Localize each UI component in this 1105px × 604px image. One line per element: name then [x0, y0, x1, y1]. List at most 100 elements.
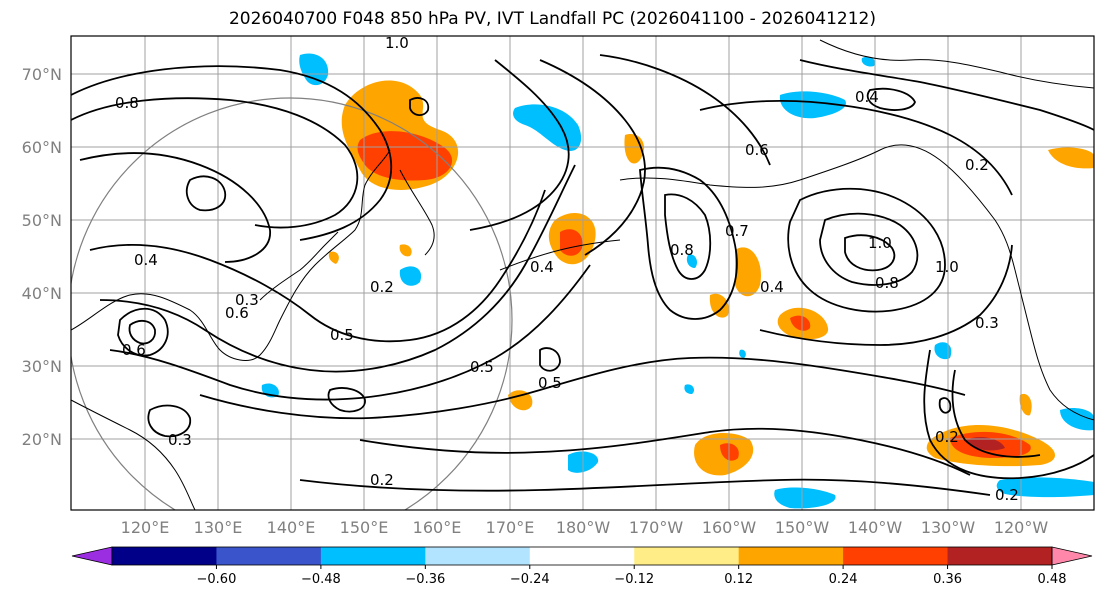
contour-line: [599, 54, 771, 166]
contour-line: [128, 319, 156, 345]
colorbar-tick-label: −0.24: [510, 572, 550, 587]
kamchatka-coastline: [399, 169, 435, 256]
colorbar-tick-label: 0.48: [1038, 572, 1067, 587]
colorbar-tick-label: 0.12: [724, 572, 753, 587]
contour-label: 0.5: [330, 326, 354, 344]
colorbar-segment: [738, 547, 844, 565]
negative-anomaly-patch: [934, 342, 952, 360]
north-america-coastline: [1014, 269, 1094, 421]
china-coastline: [71, 399, 196, 510]
contour-line: [664, 193, 712, 280]
contour-labels: 1.0 0.8 0.4 0.3 0.5 0.6 0.2 0.7 1.0 0.8 …: [115, 34, 1019, 504]
contour-label: 0.8: [115, 94, 139, 112]
lon-label: 150°W: [775, 518, 830, 537]
contour-label: 0.6: [122, 341, 146, 359]
lon-label: 140°W: [848, 518, 903, 537]
latitude-labels: 70°N 60°N 50°N 40°N 30°N 20°N: [22, 65, 62, 449]
positive-anomaly-patch: [1019, 393, 1032, 416]
coastlines: [71, 39, 1094, 510]
ivt-anomaly-shading: [261, 53, 1094, 509]
contour-label: 0.2: [995, 486, 1019, 504]
colorbar-tick-label: 0.36: [933, 572, 962, 587]
contour-label: 1.0: [935, 258, 959, 276]
negative-anomaly-patch: [861, 56, 876, 67]
lon-label: 120°W: [994, 518, 1049, 537]
colorbar-segment: [320, 547, 426, 565]
contour-label: 0.3: [975, 314, 999, 332]
contour-line: [951, 369, 1041, 458]
positive-anomaly-patch: [735, 247, 761, 297]
contour-line: [819, 212, 919, 286]
lon-label: 130°W: [921, 518, 976, 537]
negative-anomaly-patch: [299, 53, 329, 86]
longitude-labels: 120°E 130°E 140°E 150°E 160°E 170°E 180°…: [121, 518, 1049, 537]
negative-anomaly-patch: [739, 349, 746, 358]
colorbar-extension-high: [1051, 546, 1093, 566]
positive-anomaly-patch: [709, 293, 729, 318]
contour-label: 1.0: [868, 234, 892, 252]
contour-label: 0.4: [855, 88, 879, 106]
contour-label: 0.2: [965, 156, 989, 174]
contour-line: [844, 234, 896, 272]
positive-anomaly-patch: [399, 244, 412, 257]
alaska-coastline: [619, 144, 1016, 271]
negative-anomaly-patch: [684, 384, 695, 394]
colorbar-outline: [111, 546, 1053, 566]
colorbar-tick-label: −0.60: [197, 572, 237, 587]
colorbar-tick-label: −0.36: [405, 572, 445, 587]
contour-line: [109, 264, 591, 401]
lat-label: 40°N: [22, 284, 62, 303]
contour-label: 0.6: [745, 141, 769, 159]
lat-label: 20°N: [22, 430, 62, 449]
contour-line: [539, 59, 646, 256]
colorbar-segment: [634, 547, 740, 565]
colorbar-segment: [216, 547, 322, 565]
lat-label: 70°N: [22, 65, 62, 84]
contour-line: [71, 97, 359, 229]
negative-anomaly-patch: [686, 254, 698, 268]
contour-line: [71, 65, 393, 241]
negative-anomaly-patch: [513, 104, 582, 151]
contour-line: [327, 387, 366, 413]
contour-line: [539, 347, 561, 372]
lon-label: 160°E: [413, 518, 462, 537]
colorbar-segment: [947, 547, 1053, 565]
lon-label: 130°E: [194, 518, 243, 537]
map-frame: [70, 35, 1095, 511]
lon-label: 160°W: [702, 518, 757, 537]
contour-label: 0.7: [725, 222, 749, 240]
negative-anomaly-patch: [774, 487, 836, 509]
contour-label: 0.3: [168, 431, 192, 449]
contour-line: [79, 152, 271, 263]
contour-label: 0.4: [530, 258, 554, 276]
contour-line: [799, 59, 1094, 131]
lon-label: 120°E: [121, 518, 170, 537]
contour-line: [759, 244, 1013, 346]
colorbar-segment: [843, 547, 949, 565]
contour-line: [866, 87, 916, 111]
asia-coastline: [71, 149, 391, 361]
contour-line: [699, 99, 1013, 196]
arctic-coastline: [819, 39, 1094, 89]
colorbar-segment: [425, 547, 531, 565]
pv-contours: [71, 54, 1094, 496]
contour-label: 0.4: [760, 278, 784, 296]
contour-label: 1.0: [385, 34, 409, 52]
negative-anomaly-patch: [779, 91, 846, 119]
contour-line: [186, 175, 227, 212]
negative-anomaly-patch: [399, 266, 422, 286]
colorbar: −0.60 −0.48 −0.36 −0.24 −0.12 0.12 0.24 0.36 0.4…: [71, 546, 1093, 587]
positive-anomaly-patch: [508, 390, 533, 411]
colorbar-segment: [529, 547, 635, 565]
graticule: [71, 36, 1094, 510]
strong-positive-anomaly-patch: [357, 131, 453, 181]
map-title: 2026040700 F048 850 hPa PV, IVT Landfall…: [228, 9, 876, 29]
contour-line: [409, 97, 430, 116]
japan-coastline: [259, 231, 339, 301]
contour-label: 0.4: [134, 251, 158, 269]
lon-label: 170°E: [486, 518, 535, 537]
contour-line: [117, 307, 169, 357]
contour-label: 0.8: [670, 241, 694, 259]
contour-label: 0.2: [935, 428, 959, 446]
